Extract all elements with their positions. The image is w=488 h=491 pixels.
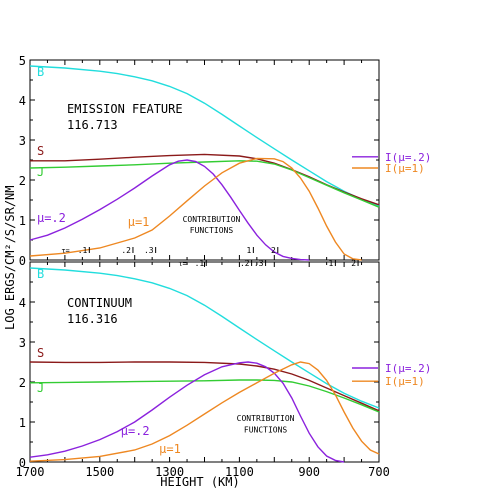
series-line: [29, 267, 380, 409]
panel-subtitle: 116.316: [67, 312, 118, 326]
tau-tick-label: .3: [144, 246, 154, 255]
y-tick-label: 5: [19, 54, 26, 68]
tau-tick-label: 2: [271, 246, 276, 255]
annotation-label: μ=1: [159, 442, 181, 456]
annotation-label: CONTRIBUTION: [183, 215, 241, 224]
y-tick-label: 4: [19, 94, 26, 108]
annotation-label: μ=1: [128, 215, 150, 229]
y-tick-label: 1: [19, 416, 26, 430]
y-tick-label: 0: [19, 254, 26, 268]
annotation-label: S: [37, 346, 44, 360]
series-line: [29, 65, 380, 207]
tau-tick-label: 1: [247, 246, 252, 255]
series-line: [29, 160, 380, 208]
annotation-label: FUNCTIONS: [244, 425, 288, 434]
series-line: [29, 159, 310, 261]
annotation-label: J: [37, 381, 44, 395]
tau-tick-label: .2: [240, 259, 250, 268]
tau-tick-label: 2: [351, 259, 356, 268]
annotation-label: S: [37, 144, 44, 158]
y-tick-label: 3: [19, 336, 26, 350]
intensity-label: I(μ=1): [385, 375, 425, 388]
annotation-label: B: [37, 65, 44, 79]
bottom-panel: 0 1 2 3 4 1700 1500 1300 1100 900 700 B S Jμ=.2 μ=1 CON…: [16, 261, 431, 479]
annotation-label: CONTRIBUTION: [237, 414, 295, 423]
x-tick-label: 700: [368, 465, 390, 479]
intensity-label: I(μ=.2): [385, 151, 431, 164]
y-tick-label: 2: [19, 174, 26, 188]
y-tick-label: 3: [19, 134, 26, 148]
y-axis-label: LOG ERGS/CM²/S/SR/NM: [3, 186, 17, 331]
series-line: [29, 361, 380, 412]
series-line: [29, 157, 362, 261]
annotation-label: FUNCTIONS: [190, 226, 234, 235]
intensity-label: I(μ=1): [385, 162, 425, 175]
x-tick-label: 1300: [155, 465, 184, 479]
tau-tick-label: .1: [78, 246, 88, 255]
panel-title: EMISSION FEATURE: [67, 102, 183, 116]
top-panel: 0 1 2 3 4 5B SJμ=.2 μ=1 CONTRIBUTION FUNCTIONS EMI…: [19, 54, 432, 268]
series-line: [29, 361, 380, 462]
annotation-label: B: [37, 267, 44, 281]
series-line: [29, 379, 380, 413]
tau-tick-label: .3: [254, 259, 264, 268]
y-tick-label: 0: [19, 456, 26, 470]
tau-label: τ=: [178, 260, 186, 268]
tau-label: τ=: [61, 247, 69, 255]
x-axis-label: HEIGHT (KM): [160, 475, 239, 489]
x-tick-label: 900: [298, 465, 320, 479]
x-tick-label: 1700: [16, 465, 45, 479]
panel-subtitle: 116.713: [67, 118, 118, 132]
x-tick-label: 1500: [85, 465, 114, 479]
x-tick-label: 1100: [225, 465, 254, 479]
tau-tick-label: .1: [195, 259, 205, 268]
y-tick-label: 1: [19, 214, 26, 228]
series-line: [29, 361, 345, 463]
y-tick-label: 2: [19, 376, 26, 390]
y-tick-label: 4: [19, 296, 26, 310]
panel-title: CONTINUUM: [67, 296, 132, 310]
annotation-label: μ=.2: [37, 211, 66, 225]
intensity-label: I(μ=.2): [385, 362, 431, 375]
tau-tick-label: .2: [121, 246, 131, 255]
annotation-label: J: [37, 165, 44, 179]
tau-tick-label: 1: [329, 259, 334, 268]
annotation-label: μ=.2: [121, 424, 150, 438]
